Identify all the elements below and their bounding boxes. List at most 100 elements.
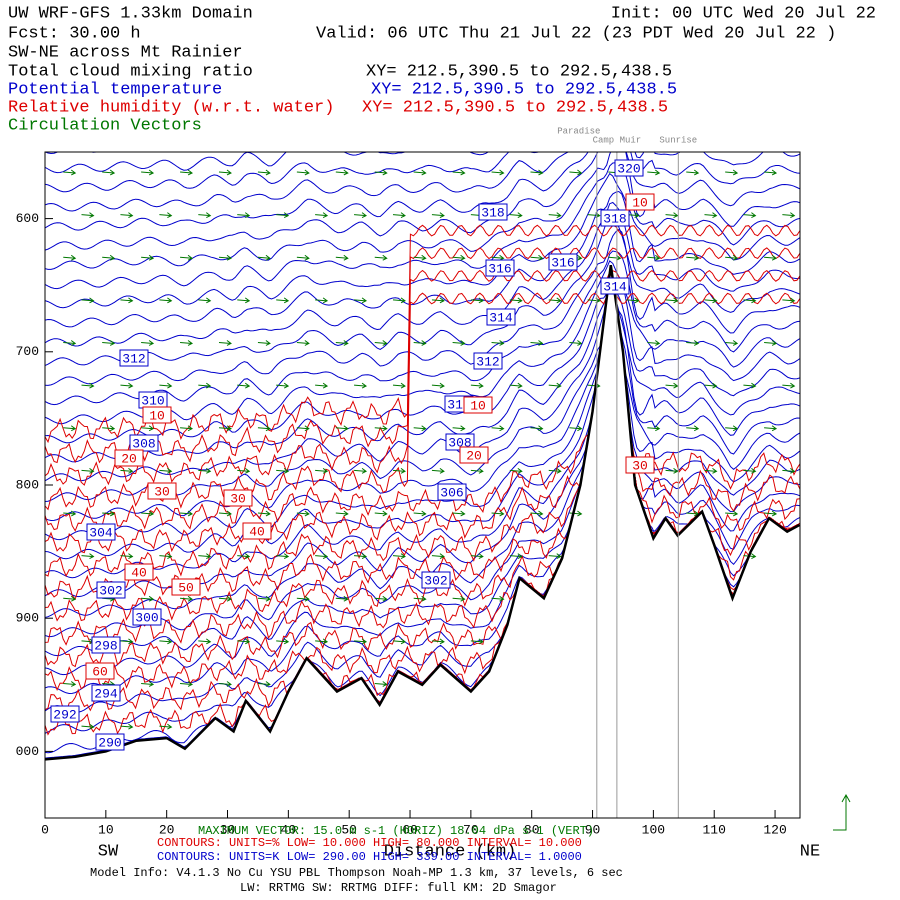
vector <box>725 254 739 261</box>
vector <box>335 510 349 517</box>
vector <box>257 425 271 432</box>
y-tick-label: 900 <box>16 611 39 626</box>
isentrope <box>45 152 800 212</box>
vector <box>276 553 290 560</box>
vector <box>81 467 95 474</box>
footer-line: CONTOURS: UNITS=% LOW= 10.000 HIGH= 80.0… <box>157 836 582 850</box>
contour-label: 320 <box>617 161 640 176</box>
vector <box>704 382 718 389</box>
vector <box>63 681 77 687</box>
isentrope <box>45 270 800 522</box>
vector <box>626 297 640 304</box>
contour-label: 318 <box>603 211 626 226</box>
vector <box>141 510 155 517</box>
isentrope <box>45 270 800 444</box>
vector <box>141 681 155 687</box>
vector <box>491 169 505 176</box>
vector <box>198 553 212 560</box>
vector <box>276 467 290 474</box>
contour-label: 310 <box>141 393 164 408</box>
vector <box>120 723 134 730</box>
vector <box>782 212 796 219</box>
contour-label: 308 <box>132 436 155 451</box>
vector <box>218 510 232 517</box>
vector <box>315 382 329 389</box>
contour-label: 314 <box>603 279 627 294</box>
contour-label: 304 <box>89 525 113 540</box>
vector <box>548 382 562 389</box>
y-tick-label: 000 <box>16 744 39 759</box>
vector <box>431 553 445 560</box>
vector <box>63 510 77 517</box>
vector <box>764 425 778 432</box>
vector <box>257 595 271 602</box>
x-tick-label: 70 <box>463 822 479 837</box>
contour-label: 10 <box>470 398 486 413</box>
vector <box>237 382 251 389</box>
contour-label: 20 <box>121 451 137 466</box>
contour-label: 292 <box>53 707 76 722</box>
vector <box>180 425 194 432</box>
vector <box>374 510 388 517</box>
vector <box>180 681 194 687</box>
vector <box>276 382 290 389</box>
contour-label-box <box>50 705 80 723</box>
vector <box>354 212 368 219</box>
contour-label-box <box>129 434 159 452</box>
vector <box>686 169 700 176</box>
vector <box>102 425 116 432</box>
vector <box>63 169 77 176</box>
vector <box>296 254 310 261</box>
contour-label-box <box>463 396 493 414</box>
vector <box>102 169 116 176</box>
vector <box>509 467 523 474</box>
vector <box>569 425 583 432</box>
x-left: SW <box>98 842 119 861</box>
vector <box>413 340 427 346</box>
footer-line: Model Info: V4.1.3 No Cu YSU PBL Thompso… <box>90 866 623 880</box>
vector <box>335 169 349 176</box>
contour-label: 300 <box>135 610 158 625</box>
vector <box>237 212 251 219</box>
vector <box>725 510 739 517</box>
contour-label: 312 <box>476 354 499 369</box>
isentrope <box>45 228 800 386</box>
vector <box>237 638 251 645</box>
vector <box>218 425 232 432</box>
vector <box>431 467 445 474</box>
contour-label: 294 <box>94 686 118 701</box>
x-tick-label: 100 <box>642 822 665 837</box>
vector <box>257 510 271 517</box>
rh-contour <box>45 270 800 578</box>
contour-label: 30 <box>230 491 246 506</box>
field-name: Potential temperature <box>8 80 222 99</box>
contour-label-box <box>486 308 516 326</box>
vector <box>587 382 601 389</box>
field-xy: XY= 212.5,390.5 to 292.5,438.5 <box>362 98 668 117</box>
contour-label-box <box>614 159 644 177</box>
vector <box>431 212 445 219</box>
isentrope <box>45 152 541 193</box>
y-tick-label: 600 <box>16 211 39 226</box>
vector <box>120 467 134 474</box>
contour-label: 302 <box>424 573 447 588</box>
vector <box>392 382 406 389</box>
x-tick-label: 110 <box>703 822 726 837</box>
vector <box>141 595 155 602</box>
vector <box>764 169 778 176</box>
vector <box>198 382 212 389</box>
vector <box>296 425 310 432</box>
vector <box>159 467 173 474</box>
rh-contour <box>45 270 800 532</box>
x-tick-label: 10 <box>98 822 114 837</box>
vector <box>686 340 700 346</box>
x-right: NE <box>800 842 820 861</box>
isentrope <box>45 270 800 482</box>
vector <box>530 169 544 176</box>
vector <box>354 553 368 560</box>
x-tick-label: 0 <box>41 822 49 837</box>
isentrope <box>45 270 800 657</box>
place-label: Camp Muir <box>593 135 642 145</box>
contour-label-box <box>86 523 116 541</box>
